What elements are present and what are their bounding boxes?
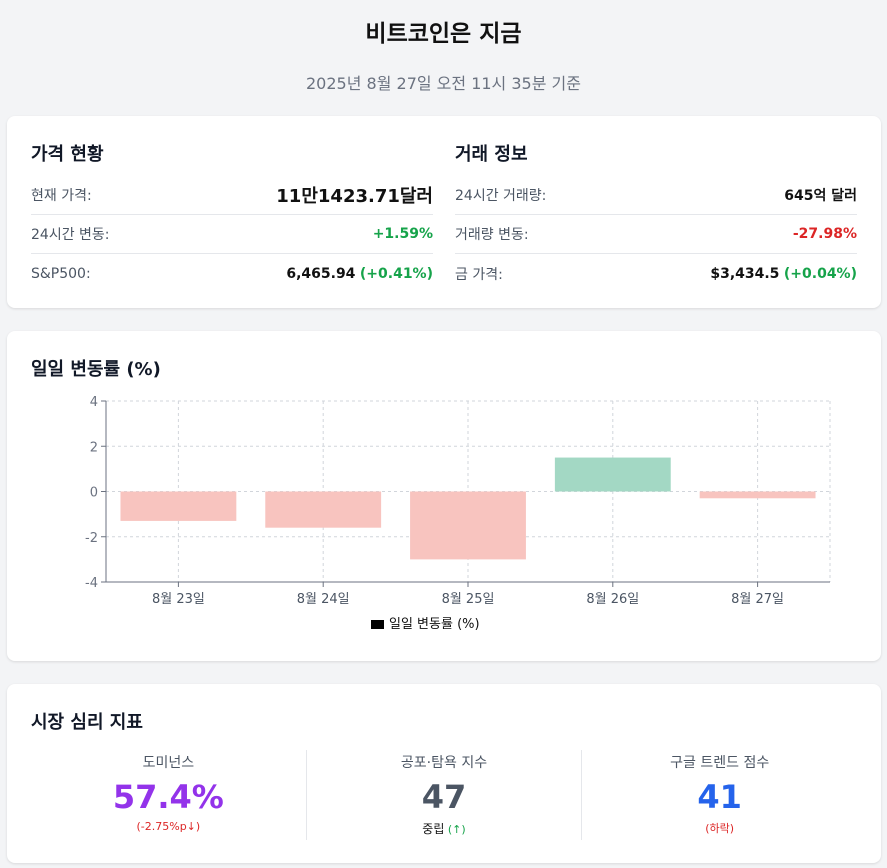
google-trends-change: (하락) — [705, 822, 735, 835]
sp500-row: S&P500: 6,465.94 (+0.41%) — [31, 254, 433, 293]
y-tick-label: 0 — [90, 486, 98, 501]
24h-change-value: +1.59% — [372, 226, 433, 242]
bar — [265, 491, 382, 528]
bar — [554, 457, 671, 492]
chart-title: 일일 변동률 (%) — [31, 359, 161, 380]
dominance-change: (-2.75%p↓) — [136, 820, 201, 833]
y-tick-label: -2 — [85, 531, 98, 546]
daily-change-bar-chart: 4 2 0 -2 -4 8월 23일 8월 24일 8월 25일 8월 26일 8월 27일일일 … — [85, 395, 831, 632]
page-subtitle: 2025년 8월 27일 오전 11시 35분 기준 — [306, 74, 581, 93]
volume-change-value: -27.98% — [792, 226, 857, 242]
daily-change-chart-card: 일일 변동률 (%) 4 2 0 -2 -4 8월 23일 8월 24일 8월 25일 8월 2… — [7, 331, 881, 661]
bar — [120, 491, 237, 521]
bar — [410, 491, 526, 560]
volume-change-label: 거래량 변동: — [455, 227, 529, 243]
legend-label: 일일 변동률 (%) — [389, 617, 480, 632]
fear-greed-value: 47 — [421, 778, 467, 816]
price-status-section: 가격 현황 현재 가격: 11만1423.71달러 24시간 변동: +1.59… — [31, 140, 433, 293]
page-title: 비트코인은 지금 — [365, 21, 522, 47]
x-tick-label: 8월 27일 — [731, 592, 784, 607]
sp500-value: 6,465.94 — [286, 265, 356, 282]
trade-info-section: 거래 정보 24시간 거래량: 645억 달러 거래량 변동: -27.98% … — [455, 140, 857, 293]
x-tick-label: 8월 23일 — [152, 592, 205, 607]
gold-row: 금 가격: $3,434.5 (+0.04%) — [455, 254, 857, 293]
dominance-label: 도미넌스 — [142, 755, 195, 771]
legend-swatch — [371, 620, 384, 629]
fear-greed-label: 공포·탐욕 지수 — [400, 755, 488, 771]
current-price-label: 현재 가격: — [31, 188, 92, 204]
sentiment-metrics: 도미넌스 57.4% (-2.75%p↓) 공포·탐욕 지수 47 중립 (↑)… — [31, 750, 857, 840]
dominance-metric: 도미넌스 57.4% (-2.75%p↓) — [31, 750, 306, 840]
price-status-title: 가격 현황 — [31, 144, 104, 165]
24h-change-row: 24시간 변동: +1.59% — [31, 215, 433, 254]
x-tick-label: 8월 26일 — [586, 592, 639, 607]
y-tick-label: -4 — [85, 576, 98, 591]
x-tick-label: 8월 25일 — [442, 592, 495, 607]
price-info-card: 가격 현황 현재 가격: 11만1423.71달러 24시간 변동: +1.59… — [7, 116, 881, 308]
fear-greed-trend: (↑) — [447, 823, 466, 836]
dominance-value: 57.4% — [112, 778, 224, 816]
x-tick-label: 8월 24일 — [297, 592, 350, 607]
sp500-change: (+0.41%) — [359, 265, 433, 282]
sp500-label: S&P500: — [31, 265, 91, 282]
y-tick-label: 4 — [90, 395, 98, 410]
google-trends-label: 구글 트렌드 점수 — [670, 755, 770, 771]
volume-change-row: 거래량 변동: -27.98% — [455, 215, 857, 254]
google-trends-metric: 구글 트렌드 점수 41 (하락) — [581, 750, 857, 840]
24h-change-label: 24시간 변동: — [31, 227, 110, 243]
fear-greed-metric: 공포·탐욕 지수 47 중립 (↑) — [305, 750, 582, 840]
volume-row: 24시간 거래량: 645억 달러 — [455, 176, 857, 215]
fear-greed-status: 중립 — [422, 822, 445, 836]
sentiment-card: 시장 심리 지표 도미넌스 57.4% (-2.75%p↓) 공포·탐욕 지수 … — [7, 684, 881, 863]
sentiment-title: 시장 심리 지표 — [31, 712, 143, 733]
gold-change: (+0.04%) — [783, 265, 857, 282]
bar — [699, 491, 816, 499]
trade-info-title: 거래 정보 — [455, 144, 528, 165]
volume-label: 24시간 거래량: — [455, 188, 547, 204]
gold-value: $3,434.5 — [710, 265, 780, 282]
y-tick-label: 2 — [90, 440, 98, 455]
google-trends-value: 41 — [697, 778, 742, 816]
volume-value: 645억 달러 — [784, 188, 857, 204]
current-price-row: 현재 가격: 11만1423.71달러 — [31, 176, 433, 215]
current-price-value: 11만1423.71달러 — [276, 186, 433, 207]
gold-label: 금 가격: — [455, 266, 503, 283]
